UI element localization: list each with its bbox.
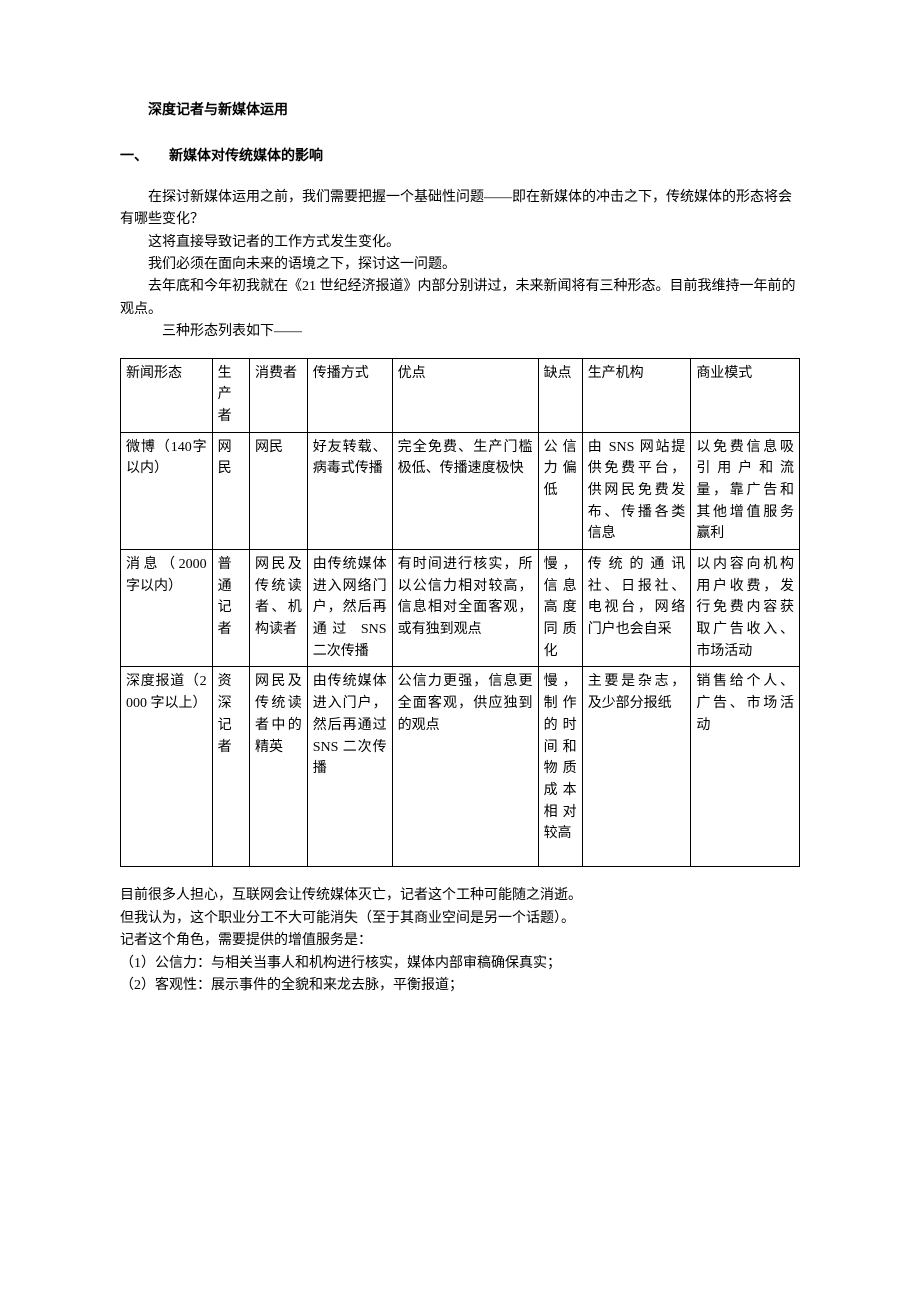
td-cons: 公信力偏低 xyxy=(538,432,582,549)
th-pros: 优点 xyxy=(392,358,538,432)
th-biz: 商业模式 xyxy=(691,358,800,432)
table-row: 消息（2000字以内） 普通记者 网民及传统读者、机构读者 由传统媒体进入网络门… xyxy=(121,550,800,667)
outro-p2: 但我认为，这个职业分工不大可能消失（至于其商业空间是另一个话题）。 xyxy=(120,908,800,930)
th-org: 生产机构 xyxy=(582,358,691,432)
td-producer: 普通记者 xyxy=(212,550,249,667)
doc-title: 深度记者与新媒体运用 xyxy=(120,100,800,122)
th-producer: 生产者 xyxy=(212,358,249,432)
outro-p5: （2）客观性：展示事件的全貌和来龙去脉，平衡报道； xyxy=(120,975,800,997)
td-org: 传统的通讯社、日报社、电视台，网络门户也会自采 xyxy=(582,550,691,667)
outro-block: 目前很多人担心，互联网会让传统媒体灭亡，记者这个工种可能随之消逝。 但我认为，这… xyxy=(120,885,800,997)
td-org: 由 SNS 网站提供免费平台，供网民免费发布、传播各类信息 xyxy=(582,432,691,549)
intro-p4: 去年底和今年初我就在《21 世纪经济报道》内部分别讲过，未来新闻将有三种形态。目… xyxy=(120,276,800,321)
td-biz: 以内容向机构用户收费，发行免费内容获取广告收入、市场活动 xyxy=(691,550,800,667)
td-form: 深度报道（2000 字以上） xyxy=(121,667,213,867)
td-spread: 由传统媒体进入网络门户，然后再通过 SNS 二次传播 xyxy=(307,550,392,667)
th-consumer: 消费者 xyxy=(250,358,308,432)
td-org: 主要是杂志，及少部分报纸 xyxy=(582,667,691,867)
th-spread: 传播方式 xyxy=(307,358,392,432)
intro-p1: 在探讨新媒体运用之前，我们需要把握一个基础性问题——即在新媒体的冲击之下，传统媒… xyxy=(120,187,800,232)
outro-p3: 记者这个角色，需要提供的增值服务是： xyxy=(120,930,800,952)
news-forms-table: 新闻形态 生产者 消费者 传播方式 优点 缺点 生产机构 商业模式 微博（140… xyxy=(120,358,800,868)
td-consumer: 网民及传统读者、机构读者 xyxy=(250,550,308,667)
intro-p3: 我们必须在面向未来的语境之下，探讨这一问题。 xyxy=(120,254,800,276)
th-form: 新闻形态 xyxy=(121,358,213,432)
intro-p5: 三种形态列表如下—— xyxy=(120,321,800,343)
table-row: 深度报道（2000 字以上） 资深记者 网民及传统读者中的精英 由传统媒体进入门… xyxy=(121,667,800,867)
td-pros: 公信力更强，信息更全面客观，供应独到的观点 xyxy=(392,667,538,867)
td-cons: 慢，制作的时间和物质成本相对较高 xyxy=(538,667,582,867)
table-header-row: 新闻形态 生产者 消费者 传播方式 优点 缺点 生产机构 商业模式 xyxy=(121,358,800,432)
td-producer: 网民 xyxy=(212,432,249,549)
td-form: 微博（140字以内） xyxy=(121,432,213,549)
td-cons: 慢，信息高度同质化 xyxy=(538,550,582,667)
th-cons: 缺点 xyxy=(538,358,582,432)
intro-block: 在探讨新媒体运用之前，我们需要把握一个基础性问题——即在新媒体的冲击之下，传统媒… xyxy=(120,187,800,344)
outro-p4: （1）公信力：与相关当事人和机构进行核实，媒体内部审稿确保真实； xyxy=(120,953,800,975)
intro-p2: 这将直接导致记者的工作方式发生变化。 xyxy=(120,232,800,254)
table-row: 微博（140字以内） 网民 网民 好友转载、病毒式传播 完全免费、生产门槛极低、… xyxy=(121,432,800,549)
td-biz: 销售给个人、广告、市场活动 xyxy=(691,667,800,867)
td-producer: 资深记者 xyxy=(212,667,249,867)
td-consumer: 网民及传统读者中的精英 xyxy=(250,667,308,867)
outro-p1: 目前很多人担心，互联网会让传统媒体灭亡，记者这个工种可能随之消逝。 xyxy=(120,885,800,907)
td-form: 消息（2000字以内） xyxy=(121,550,213,667)
section-heading: 一、新媒体对传统媒体的影响 xyxy=(120,146,800,168)
td-consumer: 网民 xyxy=(250,432,308,549)
section-number: 一、 xyxy=(120,146,169,168)
td-spread: 好友转载、病毒式传播 xyxy=(307,432,392,549)
td-spread: 由传统媒体进入门户，然后再通过 SNS 二次传播 xyxy=(307,667,392,867)
td-pros: 有时间进行核实，所以公信力相对较高，信息相对全面客观，或有独到观点 xyxy=(392,550,538,667)
td-biz: 以免费信息吸引用户和流量，靠广告和其他增值服务赢利 xyxy=(691,432,800,549)
td-pros: 完全免费、生产门槛极低、传播速度极快 xyxy=(392,432,538,549)
section-title: 新媒体对传统媒体的影响 xyxy=(169,149,323,164)
